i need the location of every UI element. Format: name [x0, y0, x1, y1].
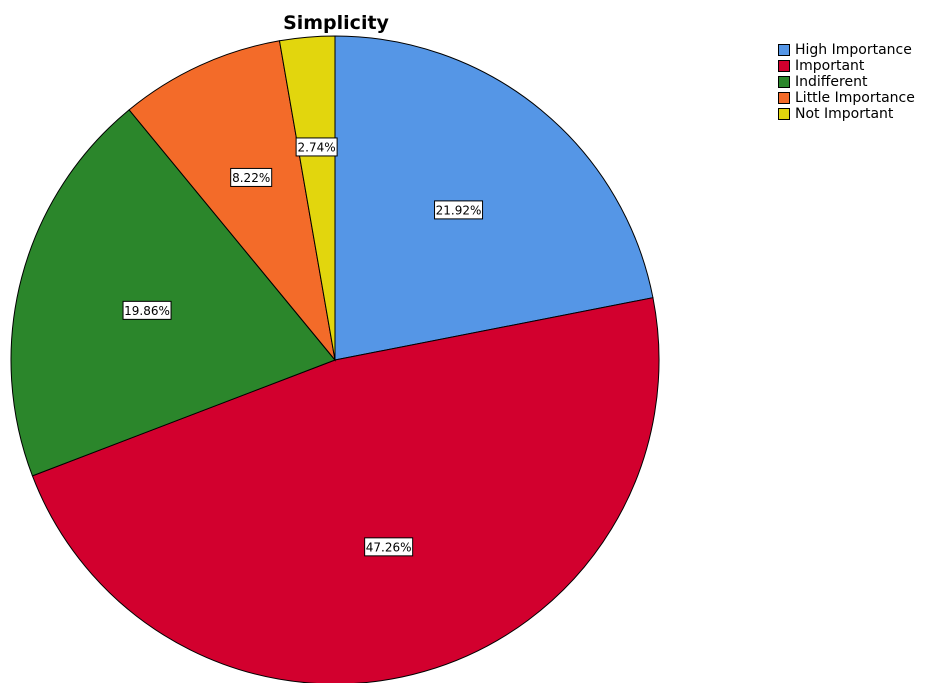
data-label-important: 47.26% — [364, 537, 414, 557]
data-label-box — [364, 537, 414, 557]
legend-label: Not Important — [795, 106, 894, 122]
legend-item-important: Important — [778, 58, 915, 74]
pie-slice-little-importance — [128, 40, 336, 362]
data-label-text: 2.74% — [298, 140, 336, 154]
data-label-text: 47.26% — [366, 540, 412, 554]
legend-item-indifferent: Indifferent — [778, 74, 915, 90]
legend-swatch — [778, 76, 790, 88]
legend-item-not-important: Not Important — [778, 106, 915, 122]
legend-swatch — [778, 60, 790, 72]
data-label-high-importance: 21.92% — [434, 200, 484, 220]
legend: High Importance Important Indifferent Littl… — [778, 42, 915, 122]
pie-slice-high-importance — [334, 35, 654, 361]
pie-slice-indifferent — [10, 109, 336, 477]
pie-data-labels: 21.92% 47.26% 19.86% 8.22% 2.74% — [122, 137, 484, 557]
pie-slices — [10, 35, 660, 683]
legend-label: High Importance — [795, 42, 912, 58]
legend-swatch — [778, 108, 790, 120]
chart-title: Simplicity — [283, 12, 389, 34]
legend-swatch — [778, 92, 790, 104]
data-label-box — [295, 137, 338, 157]
data-label-text: 8.22% — [232, 171, 270, 185]
data-label-text: 19.86% — [124, 304, 170, 318]
pie-slice-not-important — [278, 35, 336, 361]
legend-label: Little Importance — [795, 90, 915, 106]
data-label-text: 21.92% — [436, 203, 482, 217]
data-label-not-important: 2.74% — [295, 137, 338, 157]
legend-label: Indifferent — [795, 74, 868, 90]
legend-item-high-importance: High Importance — [778, 42, 915, 58]
data-label-box — [122, 300, 172, 320]
legend-label: Important — [795, 58, 865, 74]
data-label-box — [434, 200, 484, 220]
legend-item-little-importance: Little Importance — [778, 90, 915, 106]
data-label-box — [230, 167, 273, 187]
pie-slice-important — [31, 297, 660, 683]
legend-swatch — [778, 44, 790, 56]
data-label-little-importance: 8.22% — [230, 167, 273, 187]
data-label-indifferent: 19.86% — [122, 300, 172, 320]
